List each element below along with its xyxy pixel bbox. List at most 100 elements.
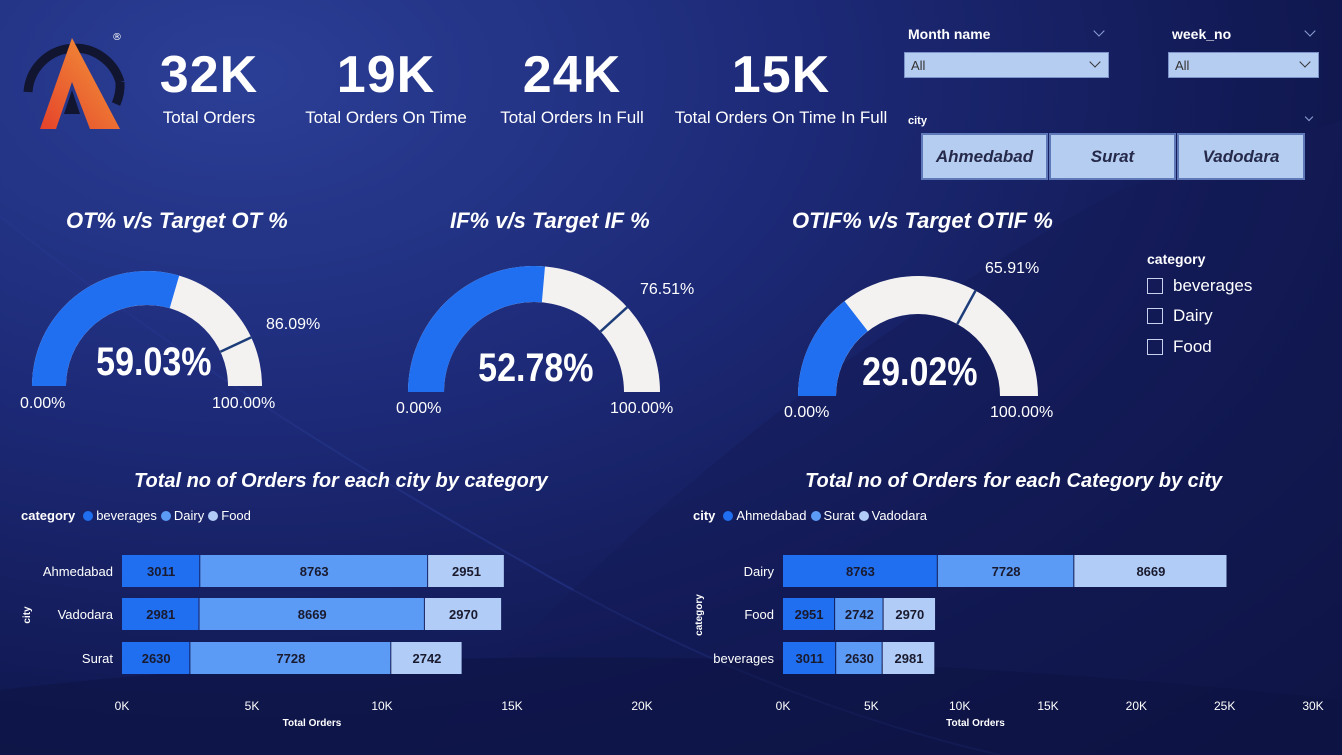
gauge-value-arc [798,301,868,396]
bar-segment[interactable] [122,598,199,630]
legend-item[interactable]: Food [208,508,251,523]
kpi-value: 15K [731,46,831,104]
gauge-value-arc [408,266,545,392]
legend-dot [160,510,171,521]
month-slicer-title: Month name [908,26,991,42]
data-label: 7728 [992,564,1021,579]
legend-item[interactable]: Dairy [160,508,204,523]
legend-dot [858,510,869,521]
x-tick-label: 15K [1037,699,1058,713]
gauge-value-label: 29.02% [862,350,978,394]
data-label: 3011 [795,651,823,666]
checkbox[interactable] [1147,339,1163,355]
gauge-min-label: 0.00% [784,404,830,421]
x-tick-label: 10K [949,699,970,713]
legend-item[interactable]: Surat [810,508,855,523]
x-tick-label: 20K [631,699,652,713]
category-slicer-title: category [1147,251,1206,267]
gauge-title-otif: OTIF% v/s Target OTIF % [792,208,1053,233]
data-label: 2951 [452,564,481,579]
data-label: 8669 [298,607,327,622]
kpi-label: Total Orders On Time In Full [674,108,888,127]
bar-segment[interactable] [783,555,937,587]
kpi-label: Total Orders [162,108,256,127]
data-label: 8763 [846,564,875,579]
category-label: Dairy [744,564,775,579]
data-label: 2951 [795,607,824,622]
x-tick-label: 15K [501,699,522,713]
bar-segment[interactable] [836,642,882,674]
chevron-down-icon [1089,56,1101,68]
bar-segment[interactable] [1074,555,1227,587]
x-tick-label: 5K [245,699,260,713]
category-label: Ahmedabad [43,564,113,579]
city-button-surat[interactable]: Surat [1049,133,1176,180]
gauge-target-line [599,306,629,333]
x-tick-label: 0K [776,699,791,713]
week-dropdown[interactable]: All [1168,52,1319,78]
category-option-label: Dairy [1173,306,1213,325]
gauge-target-line [219,336,252,353]
category-option-label: Food [1173,337,1212,356]
data-label: 2742 [412,651,441,666]
bar-segment[interactable] [428,555,504,587]
category-option-dairy[interactable]: Dairy [1147,306,1213,326]
kpi-value: 19K [336,46,436,104]
gauge-ot [32,270,262,386]
bar-segment[interactable] [937,555,1074,587]
bar-segment[interactable] [122,555,200,587]
city-slicer-title: city [908,115,927,127]
chart-title-city-by-category: Total no of Orders for each city by cate… [134,470,548,492]
y-axis-label: category [694,594,705,636]
bar-segment[interactable] [883,598,936,630]
city-button-ahmedabad[interactable]: Ahmedabad [921,133,1048,180]
kpi-total-orders-in-full: 24K Total Orders In Full [496,44,648,128]
gauges-svg [32,266,1038,396]
gauge-target-label: 76.51% [640,281,695,298]
gauge-target-label: 65.91% [985,260,1040,277]
category-label: Surat [82,651,113,666]
data-label: 8763 [300,564,329,579]
bar-segment[interactable] [783,642,836,674]
gauge-max-label: 100.00% [212,395,276,412]
kpi-total-orders-otif: 15K Total Orders On Time In Full [672,44,890,128]
x-tick-label: 25K [1214,699,1235,713]
gauge-value-label: 59.03% [96,340,212,384]
kpi-label: Total Orders In Full [500,108,644,127]
kpi-value: 32K [159,46,259,104]
bar-segment[interactable] [835,598,883,630]
bar-segment[interactable] [424,598,502,630]
checkbox[interactable] [1147,278,1163,294]
bar-segment[interactable] [882,642,935,674]
legend-item[interactable]: Vadodara [858,508,927,523]
category-option-food[interactable]: Food [1147,337,1212,357]
company-logo: ® [20,32,130,132]
gauge-track [798,276,1038,396]
x-axis-label: Total Orders [946,718,1005,729]
data-label: 8669 [1136,564,1165,579]
bar-segment[interactable] [783,598,835,630]
gauge-max-label: 100.00% [990,404,1054,421]
y-axis-label: city [22,606,33,624]
kpi-total-orders-on-time: 19K Total Orders On Time [300,44,472,128]
bar-segment[interactable] [122,642,190,674]
bar-segment[interactable] [391,642,462,674]
city-button-vadodara[interactable]: Vadodara [1177,133,1305,180]
x-tick-label: 5K [864,699,879,713]
month-dropdown[interactable]: All [904,52,1109,78]
gauge-title-ot: OT% v/s Target OT % [66,208,288,233]
legend-item[interactable]: beverages [83,508,157,523]
data-label: 3011 [147,564,175,579]
data-label: 2981 [895,651,924,666]
checkbox[interactable] [1147,308,1163,324]
gauge-target-line [956,290,977,325]
category-option-beverages[interactable]: beverages [1147,276,1252,296]
bar-segment[interactable] [190,642,391,674]
week-slicer-title: week_no [1172,26,1232,42]
data-label: 2742 [845,607,874,622]
legend-item[interactable]: Ahmedabad [723,508,807,523]
bar-segment[interactable] [200,555,428,587]
kpi-label: Total Orders On Time [305,108,467,127]
bar-segment[interactable] [199,598,424,630]
